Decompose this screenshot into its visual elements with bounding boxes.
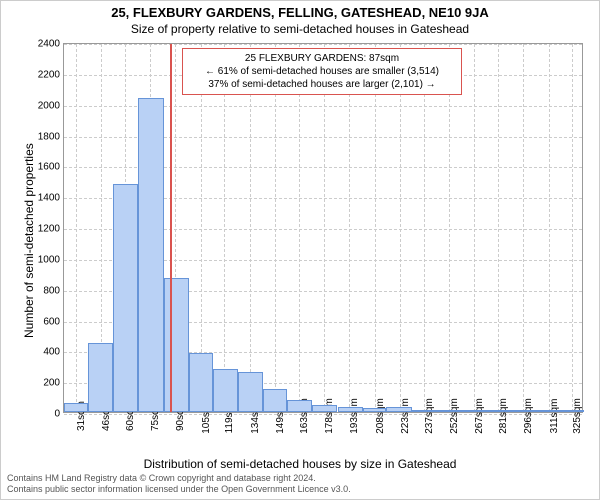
chart-container: 25, FLEXBURY GARDENS, FELLING, GATESHEAD…	[0, 0, 600, 500]
ytick-label: 1800	[38, 131, 64, 142]
gridline-v	[250, 44, 251, 412]
gridline-h	[64, 44, 582, 45]
gridline-v	[275, 44, 276, 412]
xtick-label: 223sqm	[400, 398, 411, 434]
histogram-bar	[164, 278, 189, 412]
plot-area: 0200400600800100012001400160018002000220…	[63, 43, 583, 413]
annotation-box: 25 FLEXBURY GARDENS: 87sqm← 61% of semi-…	[182, 48, 462, 95]
ytick-label: 2000	[38, 100, 64, 111]
histogram-bar	[287, 400, 312, 412]
ytick-label: 2400	[38, 39, 64, 50]
ytick-label: 200	[43, 378, 64, 389]
gridline-v	[400, 44, 401, 412]
histogram-bar	[537, 410, 561, 412]
annotation-line: 25 FLEXBURY GARDENS: 87sqm	[189, 52, 455, 65]
gridline-v	[76, 44, 77, 412]
gridline-v	[572, 44, 573, 412]
ytick-label: 1000	[38, 254, 64, 265]
histogram-bar	[238, 372, 263, 412]
gridline-v	[549, 44, 550, 412]
xtick-label: 281sqm	[498, 398, 509, 434]
footer-line-1: Contains HM Land Registry data © Crown c…	[7, 473, 351, 484]
histogram-bar	[64, 403, 88, 412]
gridline-v	[375, 44, 376, 412]
ytick-label: 0	[54, 409, 64, 420]
ytick-label: 2200	[38, 69, 64, 80]
histogram-bar	[511, 410, 536, 412]
histogram-bar	[88, 343, 113, 412]
histogram-bar	[113, 184, 138, 412]
y-axis-label: Number of semi-detached properties	[22, 118, 36, 338]
annotation-line: ← 61% of semi-detached houses are smalle…	[189, 65, 455, 78]
xtick-label: 178sqm	[324, 398, 335, 434]
xtick-label: 208sqm	[375, 398, 386, 434]
histogram-bar	[386, 407, 411, 412]
gridline-v	[324, 44, 325, 412]
histogram-bar	[263, 389, 287, 412]
ytick-label: 1600	[38, 162, 64, 173]
ytick-label: 600	[43, 316, 64, 327]
xtick-label: 325sqm	[572, 398, 583, 434]
gridline-v	[299, 44, 300, 412]
address-title: 25, FLEXBURY GARDENS, FELLING, GATESHEAD…	[1, 1, 599, 20]
histogram-bar	[213, 369, 238, 412]
gridline-v	[424, 44, 425, 412]
histogram-bar	[437, 410, 462, 412]
xtick-label: 267sqm	[474, 398, 485, 434]
footer-attribution: Contains HM Land Registry data © Crown c…	[7, 473, 351, 495]
subtitle: Size of property relative to semi-detach…	[1, 20, 599, 36]
histogram-bar	[138, 98, 163, 413]
gridline-v	[498, 44, 499, 412]
histogram-bar	[560, 410, 584, 412]
ytick-label: 1400	[38, 193, 64, 204]
xtick-label: 296sqm	[523, 398, 534, 434]
xtick-label: 193sqm	[349, 398, 360, 434]
ytick-label: 800	[43, 285, 64, 296]
histogram-bar	[462, 410, 486, 412]
gridline-v	[523, 44, 524, 412]
ytick-label: 1200	[38, 224, 64, 235]
annotation-line: 37% of semi-detached houses are larger (…	[189, 78, 455, 91]
histogram-bar	[412, 410, 437, 412]
gridline-v	[449, 44, 450, 412]
x-axis-label: Distribution of semi-detached houses by …	[1, 457, 599, 471]
histogram-bar	[363, 408, 387, 412]
gridline-v	[474, 44, 475, 412]
histogram-bar	[312, 405, 337, 412]
gridline-v	[349, 44, 350, 412]
xtick-label: 252sqm	[449, 398, 460, 434]
histogram-bar	[338, 407, 363, 412]
xtick-label: 311sqm	[549, 399, 560, 434]
property-marker-line	[170, 44, 172, 412]
histogram-bar	[189, 353, 213, 412]
histogram-bar	[486, 410, 511, 412]
xtick-label: 237sqm	[424, 398, 435, 434]
ytick-label: 400	[43, 347, 64, 358]
footer-line-2: Contains public sector information licen…	[7, 484, 351, 495]
gridline-v	[224, 44, 225, 412]
